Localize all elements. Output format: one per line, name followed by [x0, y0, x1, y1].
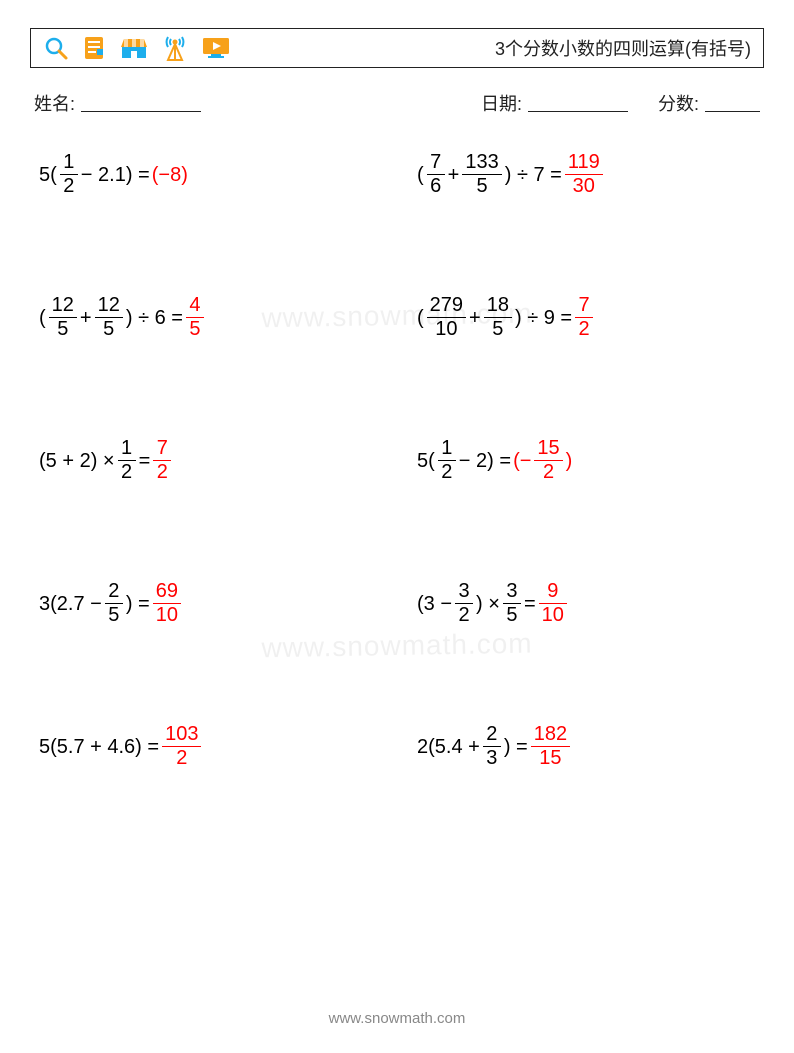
storefront-icon	[119, 35, 149, 61]
problem-expression: (5 + 2) × 12 =	[38, 438, 151, 483]
score-label: 分数:	[658, 90, 699, 116]
name-blank	[81, 92, 201, 112]
problem-expression: 3(2.7 − 25) =	[38, 581, 151, 626]
info-row: 姓名: 日期: 分数:	[30, 90, 764, 116]
problem-cell: 5(12 − 2) = (−152)	[416, 438, 764, 483]
problem-answer: (−8)	[151, 165, 189, 185]
problem-expression: 2(5.4 + 23) =	[416, 724, 529, 769]
name-label: 姓名:	[34, 90, 75, 116]
problem-expression: 5(5.7 + 4.6) =	[38, 737, 160, 757]
problem-answer: 6910	[151, 581, 183, 626]
worksheet-title: 3个分数小数的四则运算(有括号)	[495, 35, 751, 61]
problem-cell: 5(5.7 + 4.6) = 1032	[38, 724, 386, 769]
problem-answer: 11930	[563, 152, 605, 197]
problem-answer: (−152)	[512, 438, 573, 483]
problem-cell: (5 + 2) × 12 = 72	[38, 438, 386, 483]
problem-answer: 45	[184, 295, 206, 340]
date-label: 日期:	[481, 90, 522, 116]
problem-answer: 72	[151, 438, 173, 483]
magnifier-icon	[43, 35, 69, 61]
problem-cell: 5(12 − 2.1) = (−8)	[38, 152, 386, 197]
video-monitor-icon	[201, 35, 231, 61]
document-icon	[83, 35, 105, 61]
worksheet-page: 3个分数小数的四则运算(有括号) 姓名: 日期: 分数: 5(12 − 2.1)…	[0, 0, 794, 1053]
problem-expression: (125 + 125) ÷ 6 =	[38, 295, 184, 340]
problem-answer: 18215	[529, 724, 572, 769]
problem-cell: 3(2.7 − 25) = 6910	[38, 581, 386, 626]
problem-answer: 72	[573, 295, 595, 340]
problem-expression: 5(12 − 2) =	[416, 438, 512, 483]
problem-answer: 1032	[160, 724, 203, 769]
problem-expression: (3 − 32) × 35 =	[416, 581, 537, 626]
problem-expression: 5(12 − 2.1) =	[38, 152, 151, 197]
problem-cell: (27910 + 185) ÷ 9 = 72	[416, 295, 764, 340]
title-icons	[43, 34, 231, 62]
problem-expression: (76 + 1335) ÷ 7 =	[416, 152, 563, 197]
antenna-icon	[163, 34, 187, 62]
problem-cell: (76 + 1335) ÷ 7 = 11930	[416, 152, 764, 197]
score-blank	[705, 92, 760, 112]
problems-grid: 5(12 − 2.1) = (−8) (76 + 1335) ÷ 7 = 1193…	[30, 152, 764, 769]
problem-cell: (125 + 125) ÷ 6 = 45	[38, 295, 386, 340]
problem-expression: (27910 + 185) ÷ 9 =	[416, 295, 573, 340]
problem-answer: 910	[537, 581, 569, 626]
date-blank	[528, 92, 628, 112]
name-field: 姓名:	[34, 90, 201, 116]
problem-cell: 2(5.4 + 23) = 18215	[416, 724, 764, 769]
title-box: 3个分数小数的四则运算(有括号)	[30, 28, 764, 68]
footer-url: www.snowmath.com	[0, 1010, 794, 1027]
problem-cell: (3 − 32) × 35 = 910	[416, 581, 764, 626]
